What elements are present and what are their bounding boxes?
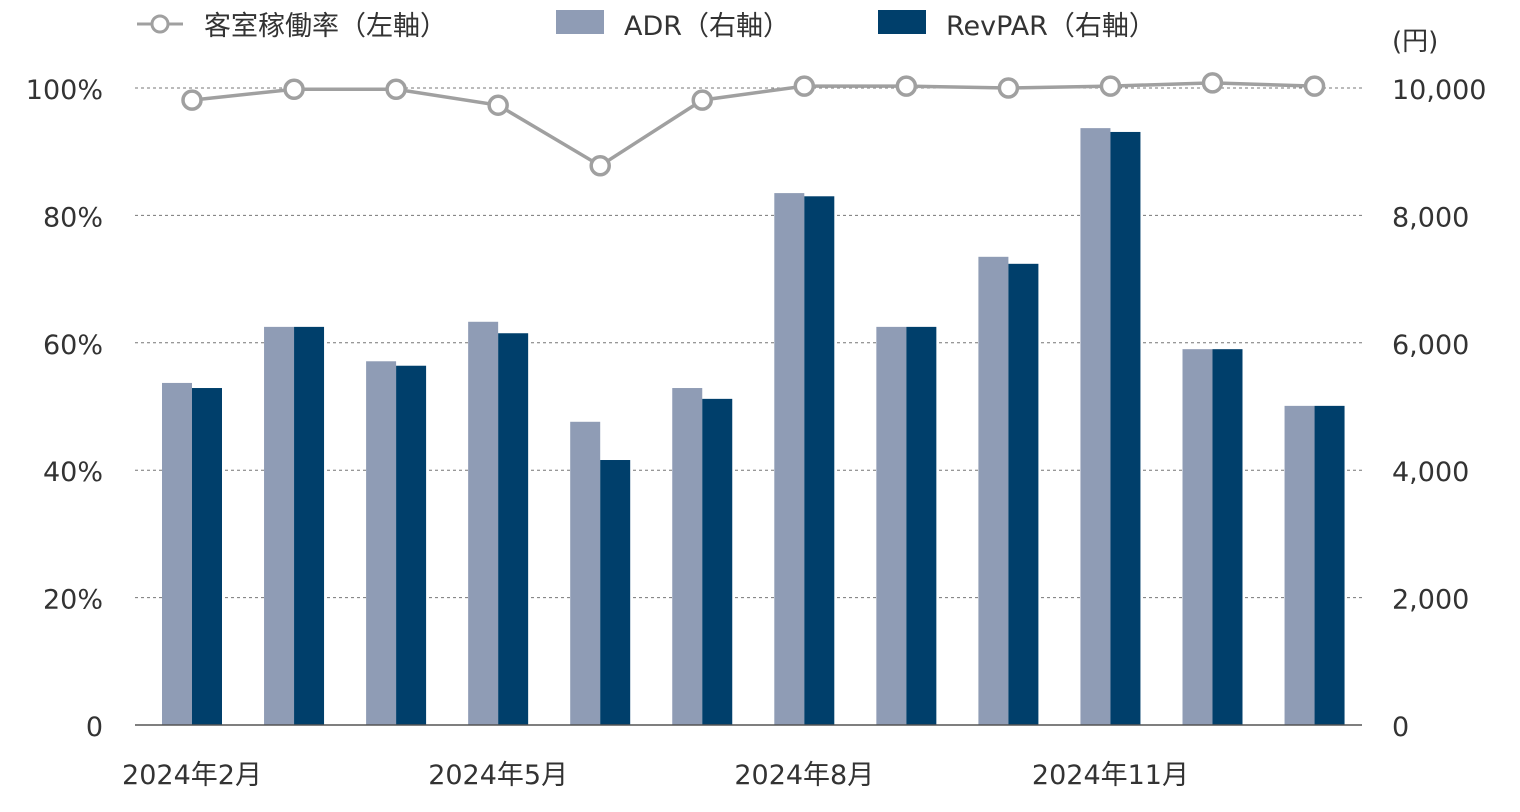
occupancy-line-path bbox=[191, 81, 1315, 168]
x-tick-label: 2024年5月 bbox=[428, 760, 568, 791]
revpar-bar bbox=[294, 326, 325, 725]
occupancy-point bbox=[487, 94, 509, 116]
occupancy-point bbox=[589, 154, 611, 177]
revpar-bar bbox=[804, 196, 835, 726]
left-tick-label: 40% bbox=[43, 457, 103, 488]
bars bbox=[162, 128, 1345, 726]
adr-bar bbox=[774, 193, 805, 726]
legend-item-revpar: RevPAR（右軸） bbox=[878, 10, 1156, 42]
legend-label: 客室稼働率（左軸） bbox=[204, 11, 447, 42]
adr-bar bbox=[978, 256, 1009, 725]
left-tick-label: 60% bbox=[43, 330, 103, 361]
adr-bar bbox=[264, 326, 295, 725]
adr-bar bbox=[366, 361, 397, 725]
revpar-bar bbox=[702, 398, 733, 725]
occupancy-point bbox=[895, 75, 918, 97]
right-tick-label: 2,000 bbox=[1392, 585, 1469, 616]
occupancy-point bbox=[385, 78, 407, 101]
occupancy-point bbox=[1303, 75, 1326, 97]
revpar-bar bbox=[192, 388, 222, 725]
occupancy-point bbox=[793, 75, 816, 97]
occupancy-point bbox=[997, 77, 1020, 99]
x-axis-ticks: 2024年2月 2024年5月 2024年8月 2024年11月 bbox=[122, 760, 1189, 791]
left-tick-label: 20% bbox=[43, 585, 103, 616]
occupancy-point bbox=[1201, 72, 1224, 94]
legend-swatch bbox=[556, 10, 604, 34]
occupancy-point bbox=[691, 89, 713, 111]
legend-label: RevPAR（右軸） bbox=[946, 11, 1156, 42]
right-axis-unit: (円) bbox=[1392, 27, 1438, 57]
legend-label: ADR（右軸） bbox=[624, 11, 790, 42]
left-tick-label: 0 bbox=[86, 712, 103, 743]
revpar-bar bbox=[498, 333, 529, 725]
revpar-bar bbox=[396, 365, 427, 725]
x-tick-label: 2024年2月 bbox=[122, 760, 262, 791]
occupancy-point bbox=[181, 89, 203, 111]
x-tick-label: 2024年8月 bbox=[734, 760, 874, 791]
revpar-bar bbox=[1110, 131, 1141, 725]
adr-bar bbox=[570, 421, 601, 725]
revpar-bar bbox=[600, 460, 631, 725]
adr-bar bbox=[162, 382, 192, 725]
left-tick-label: 80% bbox=[43, 202, 103, 233]
occupancy-line bbox=[181, 72, 1326, 177]
right-tick-label: 8,000 bbox=[1392, 202, 1469, 233]
revpar-bar bbox=[1008, 263, 1039, 725]
occupancy-point bbox=[1099, 75, 1122, 97]
right-axis-ticks: 0 2,000 4,000 6,000 8,000 10,000 bbox=[1392, 75, 1486, 743]
legend-item-occupancy: 客室稼働率（左軸） bbox=[137, 11, 447, 42]
right-tick-label: 4,000 bbox=[1392, 457, 1469, 488]
right-tick-label: 0 bbox=[1392, 712, 1409, 743]
adr-bar bbox=[1182, 349, 1213, 725]
revpar-bar bbox=[906, 326, 937, 725]
x-tick-label: 2024年11月 bbox=[1032, 760, 1189, 791]
adr-bar bbox=[672, 388, 703, 725]
adr-bar bbox=[1284, 405, 1315, 725]
legend: 客室稼働率（左軸） ADR（右軸） RevPAR（右軸） bbox=[137, 10, 1156, 42]
legend-swatch bbox=[878, 10, 926, 34]
revpar-bar bbox=[1212, 349, 1243, 725]
adr-bar bbox=[1080, 128, 1111, 726]
occupancy-point bbox=[283, 78, 305, 101]
right-tick-label: 10,000 bbox=[1392, 75, 1486, 106]
legend-marker-circle bbox=[150, 14, 170, 34]
left-tick-label: 100% bbox=[26, 75, 103, 106]
legend-item-adr: ADR（右軸） bbox=[556, 10, 790, 42]
adr-bar bbox=[876, 326, 907, 725]
left-axis-ticks: 0 20% 40% 60% 80% 100% bbox=[26, 75, 103, 743]
adr-bar bbox=[468, 321, 499, 725]
revpar-bar bbox=[1314, 405, 1345, 725]
right-tick-label: 6,000 bbox=[1392, 330, 1469, 361]
